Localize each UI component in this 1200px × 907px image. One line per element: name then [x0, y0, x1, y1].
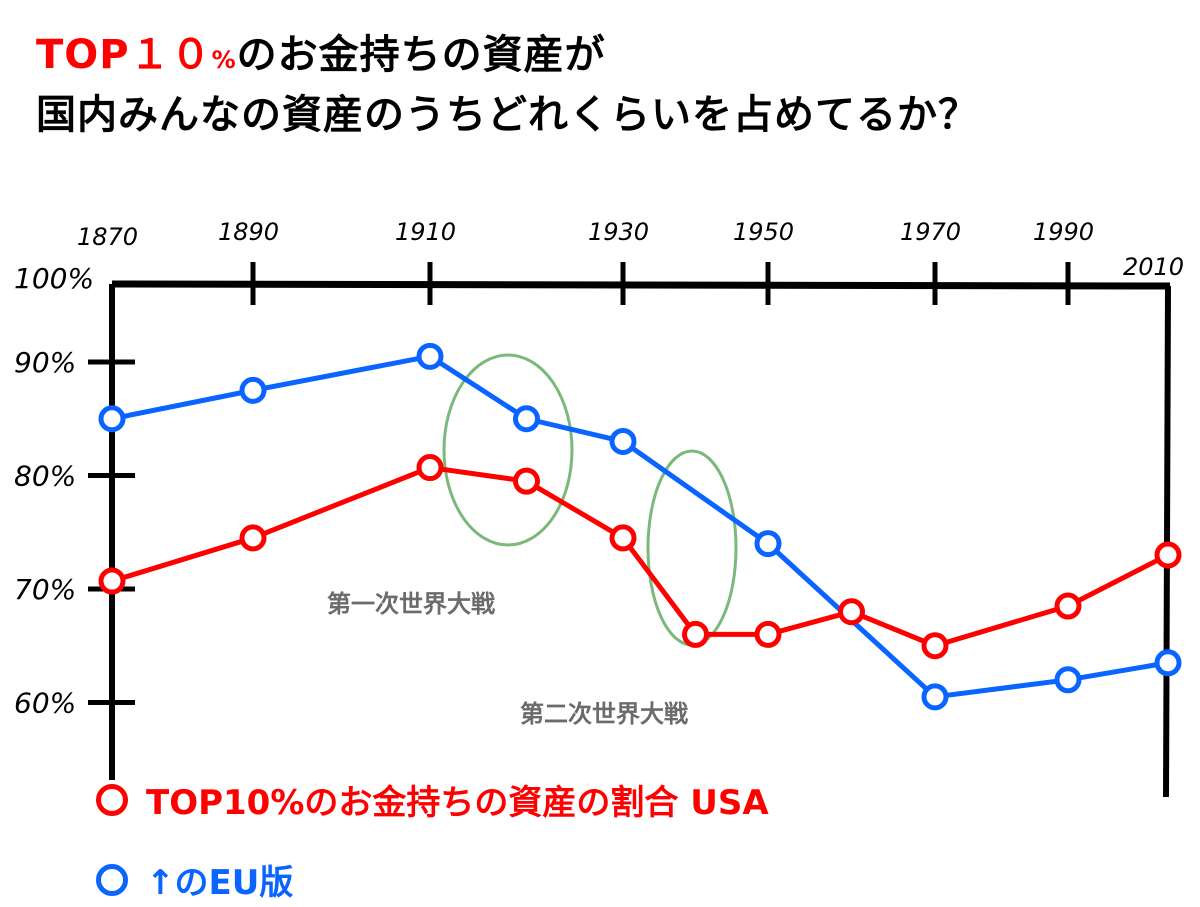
- legend-label-eu: ↑のEU版: [146, 863, 294, 903]
- x-tick-label: 1990: [1033, 218, 1094, 246]
- y-tick-label: 80%: [14, 460, 76, 493]
- x-tick-label: 1890: [218, 218, 279, 246]
- series-line-eu: [111, 353, 1169, 700]
- chart-title-line-1: TOP１０%のお金持ちの資産が: [36, 22, 606, 80]
- ww1-highlight-ellipse: [442, 353, 574, 547]
- y-tick-label: 70%: [14, 573, 76, 606]
- data-point-eu: [921, 683, 949, 711]
- data-point-usa: [239, 524, 267, 552]
- data-point-usa: [513, 467, 540, 495]
- y-tick-label: 90%: [14, 346, 76, 379]
- x-tick-label: 1970: [900, 218, 961, 246]
- x-axis-line: [111, 280, 1171, 290]
- data-point-eu: [1054, 666, 1082, 694]
- x-tick-label: 1910: [395, 218, 456, 246]
- x-tick-label: 2010: [1123, 253, 1184, 281]
- y-tick-label: 60%: [14, 687, 76, 720]
- data-point-usa: [754, 620, 782, 648]
- data-point-usa: [1154, 541, 1182, 569]
- data-point-usa: [1054, 592, 1082, 620]
- data-point-eu: [513, 405, 540, 433]
- data-point-eu: [1154, 649, 1182, 677]
- title-rest: のお金持ちの資産が: [236, 32, 606, 78]
- legend-label-usa: TOP10%のお金持ちの資産の割合 USA: [146, 783, 769, 823]
- legend-item-usa: TOP10%のお金持ちの資産の割合 USA: [96, 775, 769, 824]
- y-tick-label: 100%: [14, 262, 94, 295]
- data-point-eu: [239, 376, 267, 404]
- data-point-eu: [754, 530, 782, 558]
- data-point-eu: [416, 342, 444, 370]
- x-tick-label: 1950: [733, 218, 794, 246]
- title-red-part: TOP１０: [36, 32, 212, 78]
- title-percent: %: [211, 46, 237, 74]
- chart-title-line-2: 国内みんなの資産のうちどれくらいを占めてるか？: [36, 92, 979, 138]
- annotation-ww1: 第一次世界大戦: [327, 590, 495, 618]
- data-point-usa: [838, 598, 865, 626]
- data-point-eu: [98, 405, 126, 433]
- data-point-eu: [609, 427, 637, 455]
- series-line-usa: [111, 465, 1170, 649]
- data-point-usa: [682, 620, 709, 648]
- legend-marker-red: [96, 783, 128, 816]
- x-tick-label: 1930: [588, 218, 649, 246]
- data-point-usa: [609, 524, 637, 552]
- ww2-highlight-ellipse: [646, 449, 738, 647]
- data-point-usa: [98, 567, 126, 595]
- x-tick-label: 1870: [77, 223, 138, 251]
- legend-marker-blue: [96, 863, 128, 896]
- annotation-ww2: 第二次世界大戦: [520, 700, 688, 728]
- data-point-usa: [921, 632, 949, 660]
- data-point-usa: [416, 454, 444, 482]
- legend-item-eu: ↑のEU版: [96, 855, 293, 904]
